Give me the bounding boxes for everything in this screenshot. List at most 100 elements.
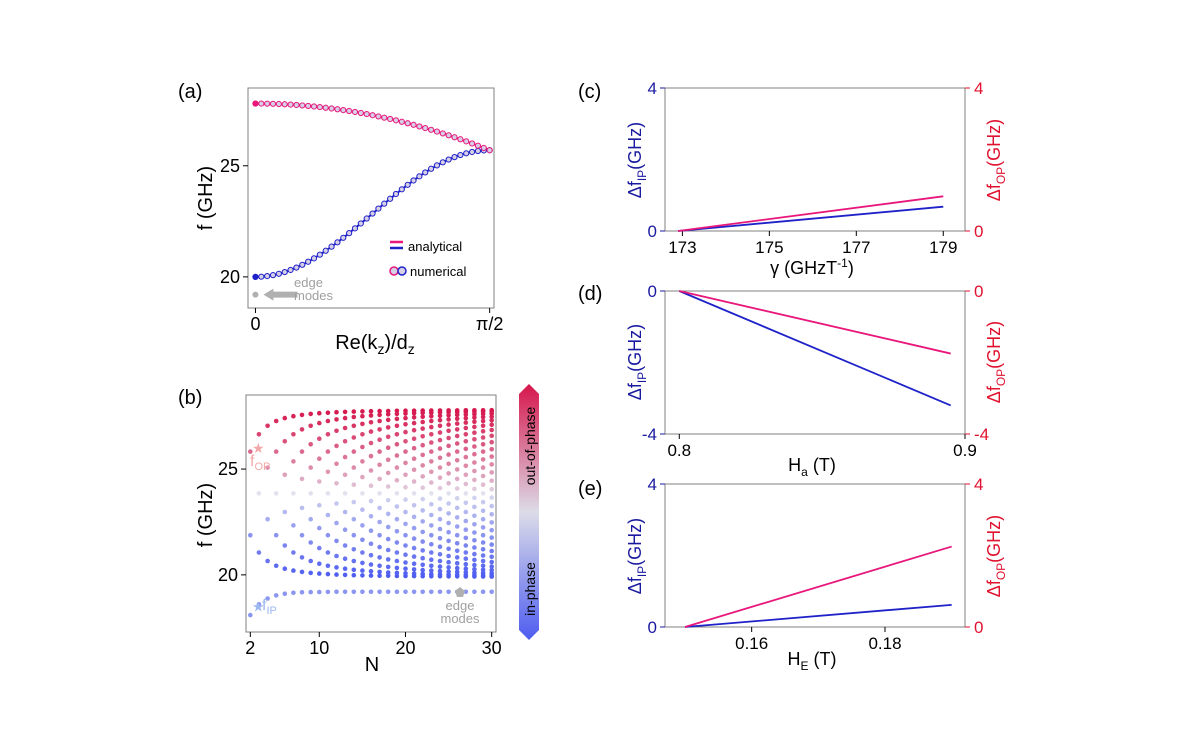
edge-mode-point [291,590,296,596]
mode-point [403,460,408,466]
mode-point [360,409,365,414]
panel-d-frame [664,290,966,435]
numerical-ip-point [474,147,482,155]
mode-point [385,511,391,517]
mode-point [437,516,443,522]
panel-label-c: (c) [578,81,601,103]
mode-point [489,414,495,419]
mode-point [273,563,279,569]
mode-point [446,461,451,467]
mode-point [411,525,417,531]
mode-point [299,569,305,575]
mode-point [489,554,495,560]
mode-point [360,537,365,543]
edge-label-line1: edge [294,275,323,290]
numerical-op-point [363,110,370,118]
panel-a-points [252,100,493,280]
mode-point [394,540,400,545]
numerical-op-point [422,124,429,132]
series-op-line [684,545,952,628]
mode-point [377,462,382,468]
numerical-ip-point [346,230,353,237]
mode-point [437,544,443,549]
mode-point [377,412,382,418]
mode-point [360,444,365,450]
numerical-ip-point [457,151,464,159]
mode-point [480,499,486,505]
mode-point [317,420,322,426]
mode-point [437,465,443,470]
panel-b-edge-line2: modes [440,611,480,626]
panel-e-lines [684,545,952,628]
mode-point [420,529,426,535]
mode-point [472,415,477,420]
mode-point [308,411,314,417]
mode-point [472,567,477,572]
panel-b-xlabel: N [365,654,379,676]
mode-point [291,550,296,555]
analytical-op-line [255,102,490,152]
mode-point [403,560,408,565]
mode-point [325,449,331,454]
edge-mode-point [252,291,259,298]
y-tick-label: 20 [218,565,238,585]
series-ip-line [677,205,944,232]
mode-point [411,567,417,572]
mode-point [351,465,357,470]
mode-point [368,420,374,425]
panel-b-edge-line1: edge [446,598,475,613]
mode-point [437,437,443,443]
mode-point [377,505,382,511]
mode-point [463,535,469,541]
mode-point [463,561,469,567]
mode-point [472,530,477,535]
numerical-op-point [427,126,435,133]
mode-point [342,556,348,561]
mode-point [463,446,469,452]
series-op-line [677,195,944,232]
mode-point [446,501,451,506]
mode-point [342,543,348,548]
mode-point [325,418,331,424]
mode-point [454,458,460,463]
mode-point [463,500,469,506]
y-tick-label: 25 [218,459,238,479]
mode-point [411,427,417,433]
y-tick-label: -4 [642,425,657,444]
edge-mode-point [334,589,339,595]
mode-point [308,570,314,576]
y-tick-label: 0 [648,222,657,241]
mode-point [308,442,314,447]
mode-point [429,532,434,538]
mode-point [299,532,305,538]
numerical-op-point [264,100,271,107]
colorbar: out-of-phase in-phase [519,384,539,640]
numerical-op-point [346,107,353,115]
mode-point [446,471,451,476]
panel-c-xlabel: γ (GHzT-1) [770,256,854,278]
mode-point [325,563,331,569]
mode-point [454,486,460,491]
mode-point [282,472,288,478]
numerical-op-point [381,114,388,121]
numerical-ip-point [468,148,476,156]
mode-point [317,571,322,576]
mode-point [454,548,460,554]
mode-point [403,472,408,478]
y-tick-label-right: 0 [974,282,983,301]
mode-point [317,456,322,462]
mode-point [394,550,400,555]
numerical-op-point [375,113,382,120]
mode-point [480,491,486,496]
mode-point [394,491,400,496]
mode-point [368,413,374,418]
mode-point [429,568,434,573]
mode-point [256,432,262,437]
x-tick-label: 20 [395,638,415,658]
mode-point [411,467,417,473]
mode-point [282,415,288,421]
numerical-op-point [334,106,341,113]
edge-mode-point [463,589,469,595]
mode-point [334,501,339,506]
mode-point [308,423,314,429]
